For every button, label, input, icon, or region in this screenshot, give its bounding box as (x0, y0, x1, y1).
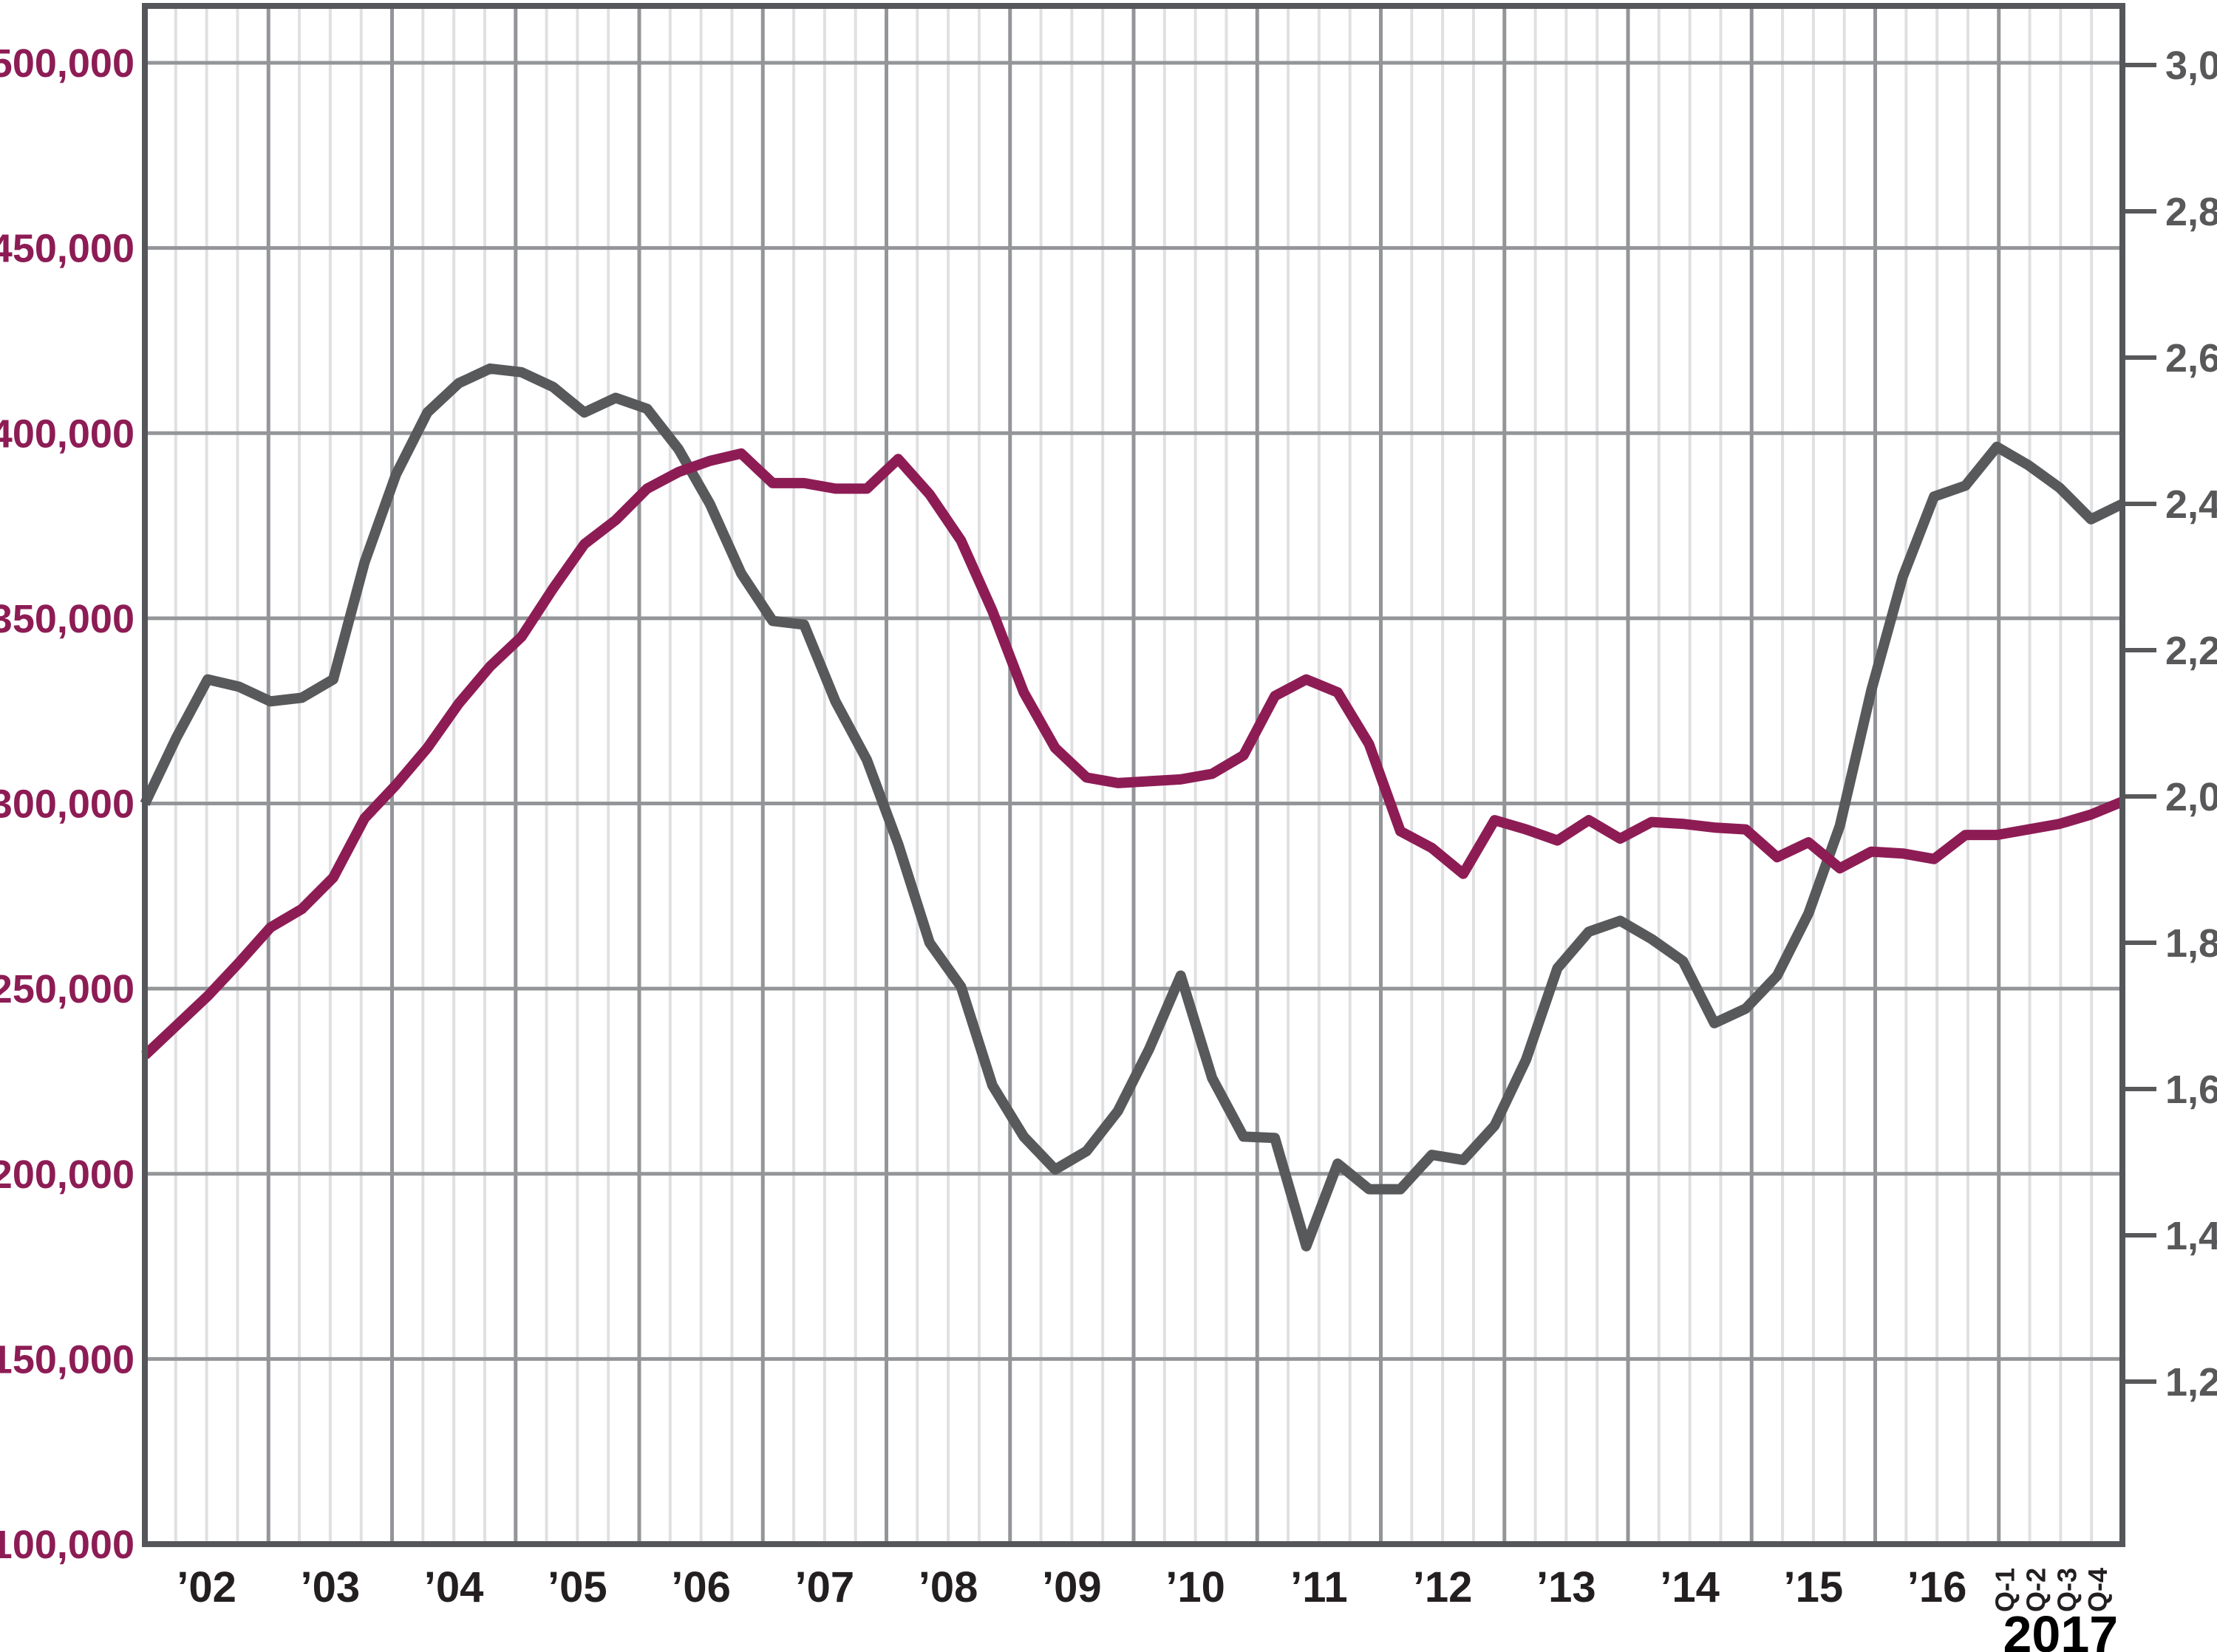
grid-minor-quarter-lines (174, 6, 2094, 1544)
left-axis-label: $150,000 (0, 1337, 134, 1382)
price-line (141, 448, 2125, 1059)
left-axis-label: $500,000 (0, 41, 134, 86)
right-axis-label: 1,200 (2165, 1360, 2217, 1404)
grid-major-lines (145, 6, 2122, 1544)
right-axis-label: 3,000 (2165, 44, 2217, 88)
x-axis-year-label: ’10 (1165, 1563, 1225, 1611)
right-axis-label: 2,200 (2165, 629, 2217, 673)
right-axis-label: 1,400 (2165, 1214, 2217, 1258)
x-axis-year-label: ’11 (1290, 1563, 1347, 1611)
x-axis-year-label: ’16 (1907, 1563, 1967, 1611)
x-axis-year-label: ’04 (424, 1563, 484, 1611)
x-axis-year-label: ’03 (301, 1563, 361, 1611)
x-axis-year-label: ’07 (795, 1563, 855, 1611)
left-axis-label: $350,000 (0, 597, 134, 641)
left-axis-label: $100,000 (0, 1523, 134, 1567)
right-axis-label: 2,800 (2165, 190, 2217, 234)
right-axis-label: 1,800 (2165, 921, 2217, 966)
left-axis-label: $300,000 (0, 782, 134, 827)
right-axis-label: 1,600 (2165, 1068, 2217, 1112)
x-axis-year-label: ’12 (1413, 1563, 1473, 1611)
x-axis-quarter-label: Q-2 (2020, 1568, 2051, 1612)
x-axis-year-label: ’14 (1660, 1563, 1720, 1611)
x-axis: ’02 ’03 ’04 ’05 ’06 ’07 ’08 ’09 ’10 ’11 ’12 ’13 ’14 ’… (177, 1563, 2118, 1652)
x-axis-year-label: ’06 (671, 1563, 731, 1611)
left-axis-label: $250,000 (0, 967, 134, 1011)
right-axis-label: 2,400 (2165, 482, 2217, 527)
x-axis-year-label: ’02 (177, 1563, 236, 1611)
x-axis-year-label: ’15 (1784, 1563, 1844, 1611)
x-axis-year-label: ’05 (548, 1563, 607, 1611)
x-axis-year-label: ’08 (919, 1563, 978, 1611)
x-axis-quarter-label: Q-4 (2083, 1568, 2113, 1612)
left-axis-label: $450,000 (0, 227, 134, 271)
right-axis: 3,000 2,800 2,600 2,400 2,200 2,000 1,800 1,600… (2125, 44, 2217, 1404)
right-axis-label: 2,600 (2165, 336, 2217, 380)
x-axis-quarter-label: Q-3 (2051, 1568, 2082, 1612)
right-axis-label: 2,000 (2165, 775, 2217, 819)
x-axis-year-label: ’09 (1042, 1563, 1102, 1611)
x-axis-year-label: ’13 (1536, 1563, 1596, 1611)
left-axis-label: $400,000 (0, 412, 134, 456)
x-axis-quarter-label: Q-1 (1990, 1568, 2020, 1612)
left-axis: $500,000 $450,000 $400,000 $350,000 $300,000… (0, 41, 134, 1567)
x-axis-final-year-label: 2017 (2003, 1605, 2119, 1652)
plot-border (142, 3, 2125, 1547)
sales-line (140, 363, 2125, 1252)
left-axis-label: $200,000 (0, 1153, 134, 1197)
